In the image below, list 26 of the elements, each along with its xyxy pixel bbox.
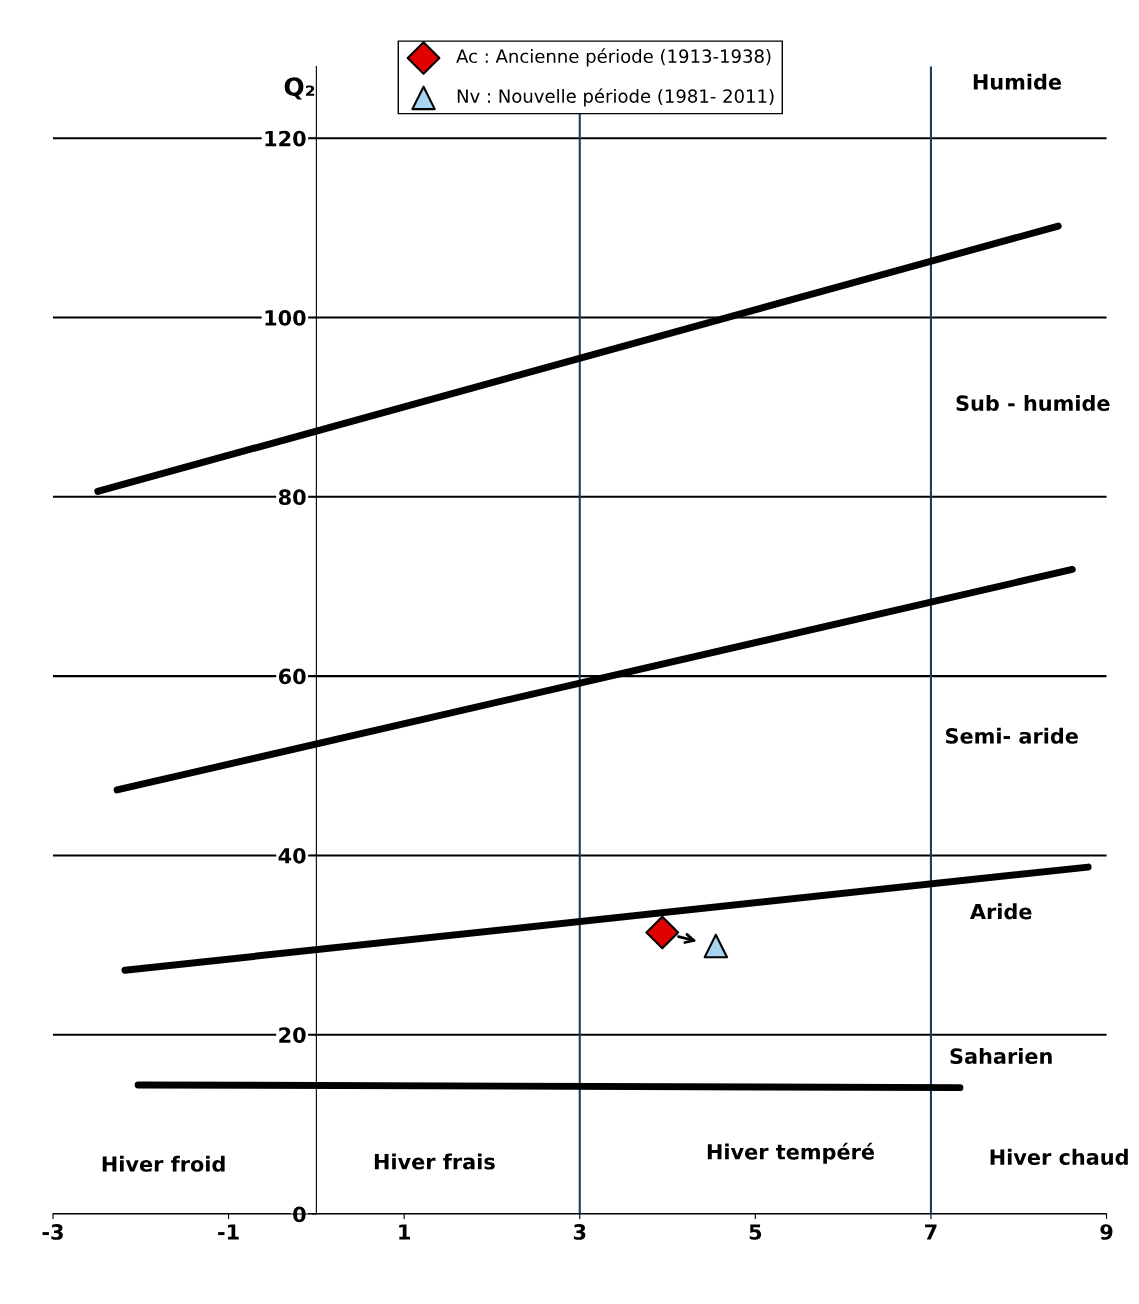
annotation: Sub - humide — [956, 394, 1110, 412]
y-tick-label: 60 — [278, 668, 306, 685]
x-tick-label: 9 — [1100, 1224, 1113, 1240]
annotation: Hiver frais — [374, 1153, 495, 1170]
annotation: Aride — [969, 903, 1032, 920]
y-tick-label: 120 — [265, 130, 306, 147]
y-axis-title: Q₂ — [284, 77, 315, 100]
x-tick-label: -1 — [218, 1224, 239, 1240]
x-tick-label: 1 — [399, 1224, 410, 1240]
x-tick-label: 7 — [925, 1224, 937, 1240]
legend-label: Ac : Ancienne période (1913-1938) — [456, 48, 771, 67]
annotation: Saharien — [950, 1047, 1052, 1065]
x-tick-label: 3 — [573, 1224, 586, 1240]
annotation: Hiver chaud — [990, 1148, 1128, 1165]
y-tick-label: 100 — [265, 309, 306, 326]
x-tick-label: -3 — [42, 1224, 63, 1240]
annotation: Semi- aride — [946, 727, 1078, 744]
y-tick-label: 80 — [278, 489, 306, 506]
annotation: Humide — [973, 73, 1062, 90]
y-tick-label: 0 — [293, 1206, 306, 1223]
y-tick-label: 20 — [279, 1027, 306, 1043]
legend-label: Nv : Nouvelle période (1981- 2011) — [457, 88, 774, 107]
y-tick-label: 40 — [278, 847, 306, 864]
x-tick-label: 5 — [749, 1224, 762, 1240]
annotation: Hiver froid — [102, 1155, 225, 1172]
annotation: Hiver tempéré — [707, 1142, 874, 1164]
